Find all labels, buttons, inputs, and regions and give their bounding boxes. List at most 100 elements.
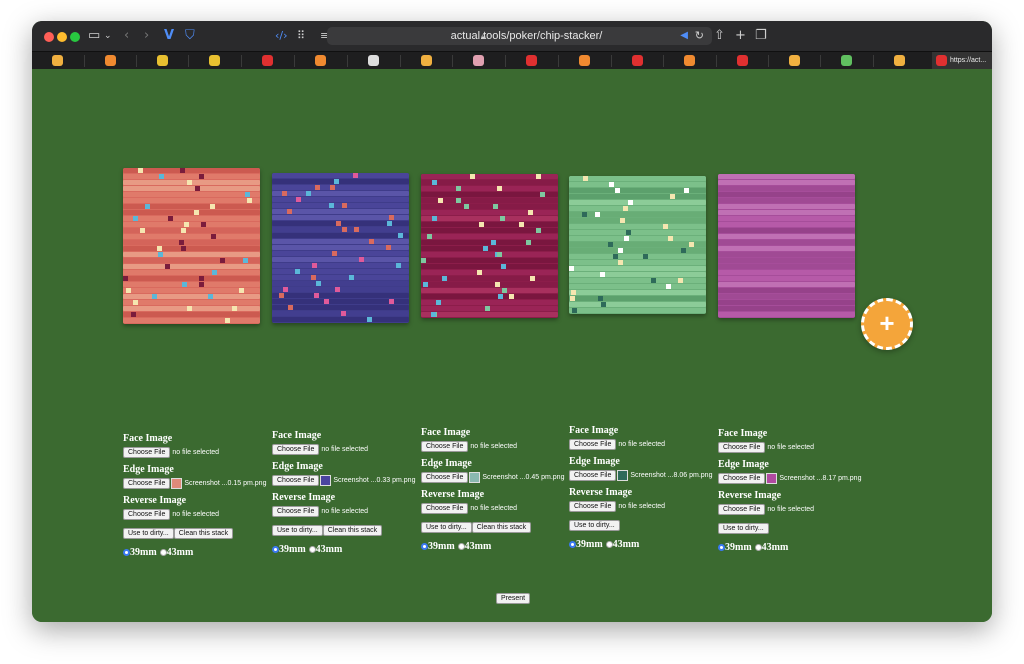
forward-icon[interactable]: › <box>144 28 150 43</box>
size-39mm-radio[interactable] <box>272 546 279 554</box>
zoom-window-button[interactable] <box>70 32 80 42</box>
reverse-choose-file-button[interactable]: Choose File <box>421 503 469 515</box>
chip <box>272 233 409 238</box>
face-choose-file-button[interactable]: Choose File <box>569 439 617 451</box>
audio-icon[interactable]: ◀︎ <box>680 30 688 41</box>
favorite-tab-icon[interactable] <box>526 55 537 66</box>
face-image-label: Face Image <box>123 433 173 444</box>
chip-stack[interactable] <box>718 174 855 318</box>
chip <box>123 180 260 185</box>
reload-icon[interactable]: ↻ <box>694 30 704 42</box>
size-43mm-radio[interactable] <box>159 549 167 557</box>
chip-edge-mark <box>354 227 359 232</box>
chip-stack[interactable] <box>421 174 558 318</box>
new-tab-icon[interactable]: + <box>735 28 746 43</box>
size-39mm-radio[interactable] <box>718 544 725 552</box>
use-to-dirty-button[interactable]: Use to dirty... <box>718 523 769 535</box>
size-39mm-radio[interactable] <box>123 549 130 557</box>
edge-choose-file-button[interactable]: Choose File <box>123 478 171 490</box>
stack-controls: Face Image Choose File no file selected E… <box>569 425 712 555</box>
favorite-tab-icon[interactable] <box>841 55 852 66</box>
use-to-dirty-button[interactable]: Use to dirty... <box>569 520 620 532</box>
size-43mm-radio[interactable] <box>605 541 613 549</box>
size-43mm-radio[interactable] <box>754 544 762 552</box>
active-tab[interactable]: https://act... <box>932 52 992 70</box>
reverse-choose-file-button[interactable]: Choose File <box>123 509 171 521</box>
extension-v-icon[interactable]: V <box>164 28 175 43</box>
size-43mm-label: 43mm <box>464 541 492 553</box>
edge-choose-file-button[interactable]: Choose File <box>569 470 617 482</box>
reverse-choose-file-button[interactable]: Choose File <box>569 501 617 513</box>
favorite-tab-icon[interactable] <box>157 55 168 66</box>
share-icon[interactable]: ⇧ <box>714 28 725 43</box>
favorite-tab-icon[interactable] <box>262 55 273 66</box>
favorite-tab-icon[interactable] <box>105 55 116 66</box>
face-choose-file-button[interactable]: Choose File <box>718 442 766 454</box>
chip-edge-mark <box>123 276 128 281</box>
favorite-tab-icon[interactable] <box>632 55 643 66</box>
favorite-tab-icon[interactable] <box>315 55 326 66</box>
clean-stack-button[interactable]: Clean this stack <box>322 525 383 537</box>
chip <box>421 234 558 239</box>
chevron-down-icon[interactable]: ⌄ <box>104 31 112 41</box>
chip <box>272 197 409 202</box>
chip-edge-mark <box>349 275 354 280</box>
close-window-button[interactable] <box>44 32 54 42</box>
reverse-image-input: Choose File no file selected <box>272 503 368 518</box>
grid-icon[interactable]: ⠿ <box>297 29 306 42</box>
reader-icon[interactable]: ≡ <box>320 29 330 42</box>
favorite-tab-icon[interactable] <box>421 55 432 66</box>
chip <box>123 204 260 209</box>
chip-edge-mark <box>608 242 613 247</box>
chip-edge-mark <box>427 234 432 239</box>
favorite-tab-icon[interactable] <box>579 55 590 66</box>
use-to-dirty-button[interactable]: Use to dirty... <box>272 525 323 537</box>
edge-choose-file-button[interactable]: Choose File <box>421 472 469 484</box>
clean-stack-button[interactable]: Clean this stack <box>173 528 234 540</box>
size-39mm-radio[interactable] <box>421 543 428 551</box>
favorite-tab-icon[interactable] <box>52 55 63 66</box>
code-icon[interactable]: ‹/› <box>275 29 288 42</box>
edge-file-name: Screenshot ...0.15 pm.png <box>184 480 267 488</box>
tab-divider <box>241 55 242 67</box>
size-43mm-radio[interactable] <box>457 543 465 551</box>
present-button[interactable]: Present <box>496 593 531 604</box>
face-choose-file-button[interactable]: Choose File <box>123 447 171 459</box>
size-39mm-radio[interactable] <box>569 541 576 549</box>
sidebar-icon[interactable]: ▭ <box>88 28 101 43</box>
favorite-tab-icon[interactable] <box>473 55 484 66</box>
size-43mm-radio[interactable] <box>308 546 316 554</box>
reverse-choose-file-button[interactable]: Choose File <box>718 504 766 516</box>
favorite-tab-icon[interactable] <box>737 55 748 66</box>
chip <box>718 258 855 263</box>
use-to-dirty-button[interactable]: Use to dirty... <box>123 528 174 540</box>
favorite-tab-icon[interactable] <box>894 55 905 66</box>
back-icon[interactable]: ‹ <box>124 28 130 43</box>
favorite-tab-icon[interactable] <box>789 55 800 66</box>
shield-icon[interactable]: ⛉ <box>185 28 195 43</box>
favorite-tab-icon[interactable] <box>684 55 695 66</box>
add-stack-button[interactable]: + <box>861 298 913 350</box>
tab-overview-icon[interactable]: ❐ <box>755 28 767 43</box>
favorite-tab-icon[interactable] <box>209 55 220 66</box>
face-choose-file-button[interactable]: Choose File <box>272 444 320 456</box>
chip <box>272 281 409 286</box>
chip-edge-mark <box>199 174 204 179</box>
chip-edge-mark <box>398 233 403 238</box>
minimize-window-button[interactable] <box>57 32 67 42</box>
clean-stack-button[interactable]: Clean this stack <box>471 522 532 534</box>
chip-edge-mark <box>628 200 633 205</box>
face-choose-file-button[interactable]: Choose File <box>421 441 469 453</box>
chip-stack[interactable] <box>569 176 706 314</box>
chip-stack[interactable] <box>272 173 409 323</box>
reverse-choose-file-button[interactable]: Choose File <box>272 506 320 518</box>
chip-stack[interactable] <box>123 168 260 324</box>
edge-choose-file-button[interactable]: Choose File <box>272 475 320 487</box>
stack-actions: Use to dirty... Clean this stack <box>272 522 383 540</box>
chip <box>421 186 558 191</box>
address-bar[interactable]: 🔒︎ actual.tools/poker/chip-stacker/ ◀︎ ↻ <box>327 27 712 45</box>
chip <box>718 228 855 233</box>
favorite-tab-icon[interactable] <box>368 55 379 66</box>
use-to-dirty-button[interactable]: Use to dirty... <box>421 522 472 534</box>
edge-choose-file-button[interactable]: Choose File <box>718 473 766 485</box>
